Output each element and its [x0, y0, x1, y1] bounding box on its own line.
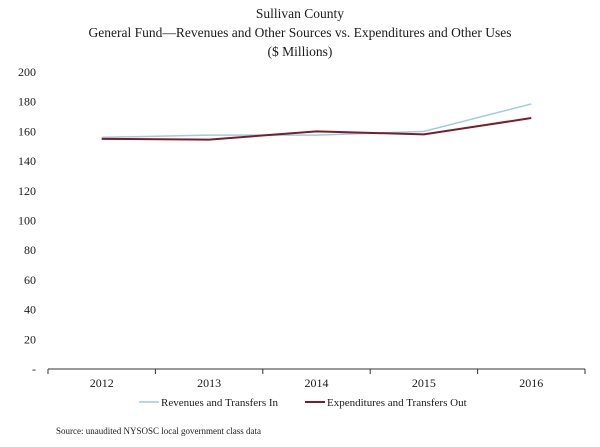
legend-label-expenditures: Expenditures and Transfers Out: [327, 397, 467, 409]
y-tick-label: -: [32, 362, 36, 376]
y-tick-label: 200: [18, 65, 36, 79]
y-tick-label: 40: [24, 303, 36, 317]
y-tick-label: 100: [18, 214, 36, 228]
y-tick-label: 180: [18, 95, 36, 109]
y-tick-label: 160: [18, 124, 36, 138]
series-line-expenditures: [101, 117, 532, 141]
y-axis-ticks: - 20 40 60 80 100 120 140 160 180 200: [18, 65, 36, 376]
legend-label-revenues: Revenues and Transfers In: [161, 397, 279, 409]
chart-title-line-1: Sullivan County: [256, 6, 344, 21]
y-tick-label: 60: [24, 273, 36, 287]
series-line-revenues: [101, 103, 532, 139]
y-tick-label: 120: [18, 184, 36, 198]
x-tick-label: 2014: [305, 376, 329, 390]
y-tick-label: 80: [24, 243, 36, 257]
x-tick-label: 2013: [197, 376, 221, 390]
legend: Revenues and Transfers In Expenditures an…: [139, 397, 467, 409]
x-tick-label: 2016: [519, 376, 543, 390]
chart-title-group: Sullivan County General Fund—Revenues and…: [89, 6, 512, 59]
source-note: Source: unaudited NYSOSC local governmen…: [56, 426, 261, 436]
chart-title-line-3: ($ Millions): [268, 44, 333, 59]
chart-title-line-2: General Fund—Revenues and Other Sources …: [89, 25, 512, 40]
x-tick-label: 2015: [412, 376, 436, 390]
y-tick-label: 20: [24, 332, 36, 346]
x-axis-ticks: 2012 2013 2014 2015 2016: [47, 369, 586, 390]
series-lines: [101, 103, 532, 141]
y-tick-label: 140: [18, 154, 36, 168]
x-tick-label: 2012: [90, 376, 114, 390]
